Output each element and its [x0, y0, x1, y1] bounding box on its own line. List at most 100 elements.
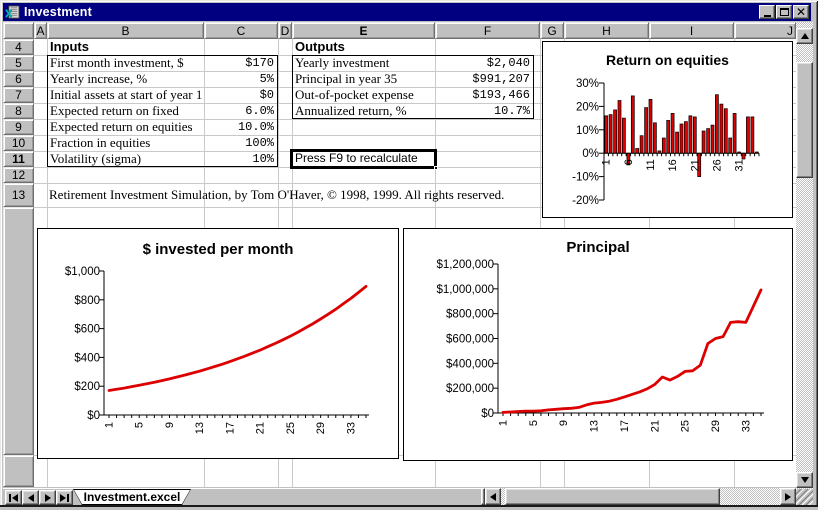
tab-split-handle[interactable]: [481, 488, 485, 505]
inputs-header-cell[interactable]: Inputs: [50, 39, 89, 54]
column-header-g[interactable]: G: [540, 22, 564, 39]
maximize-button[interactable]: [776, 5, 792, 19]
horizontal-scrollbar[interactable]: [485, 488, 796, 505]
row-header-10[interactable]: 10: [3, 135, 34, 151]
output-label: Yearly investment: [295, 55, 390, 70]
horizontal-scroll-thumb[interactable]: [505, 488, 720, 505]
column-header-e[interactable]: E: [292, 22, 435, 39]
row-header-6[interactable]: 6: [3, 71, 34, 87]
svg-text:$1,200,000: $1,200,000: [436, 259, 494, 271]
sheet-grid[interactable]: Inputs First month investment, $ $170 Yea…: [34, 39, 796, 487]
svg-text:29: 29: [315, 422, 327, 434]
column-header-b[interactable]: B: [47, 22, 204, 39]
table-row[interactable]: Expected return on equities 10.0%: [47, 119, 278, 135]
input-value[interactable]: $170: [245, 56, 274, 70]
principal-chart[interactable]: Principal $1,200,000 $1,000,000 $800,000 $6…: [403, 228, 793, 461]
input-label: Initial assets at start of year 1: [50, 87, 203, 102]
active-cell-e11[interactable]: Press F9 to recalculate: [290, 149, 438, 170]
vertical-scroll-thumb[interactable]: [796, 62, 813, 178]
table-row[interactable]: Annualized return, % 10.7%: [292, 103, 534, 119]
input-label: Expected return on fixed: [50, 103, 179, 118]
output-value[interactable]: $991,207: [472, 72, 530, 86]
scroll-up-button[interactable]: [796, 28, 813, 44]
output-value[interactable]: 10.7%: [493, 104, 530, 118]
column-header-f[interactable]: F: [435, 22, 540, 39]
worksheet-icon: [5, 4, 20, 20]
svg-text:10%: 10%: [576, 125, 599, 137]
vertical-scrollbar[interactable]: [796, 22, 813, 489]
svg-text:13: 13: [589, 420, 601, 432]
sheet-tab-investment[interactable]: Investment.excel: [73, 489, 191, 505]
svg-text:33: 33: [740, 420, 752, 432]
svg-text:21: 21: [649, 420, 661, 432]
previous-sheet-button[interactable]: [22, 490, 39, 505]
input-value[interactable]: $0: [259, 88, 274, 102]
table-row[interactable]: Fraction in equities 100%: [47, 135, 278, 151]
inputs-table: First month investment, $ $170 Yearly inc…: [47, 55, 278, 167]
close-button[interactable]: ✕: [793, 5, 809, 19]
output-value[interactable]: $2,040: [486, 56, 530, 70]
next-sheet-button[interactable]: [39, 490, 56, 505]
input-value[interactable]: 10%: [252, 152, 274, 166]
column-header-j[interactable]: J: [734, 22, 796, 39]
output-value[interactable]: $193,466: [472, 88, 530, 102]
table-row[interactable]: Volatility (sigma) 10%: [47, 151, 278, 167]
column-header-a[interactable]: A: [34, 22, 47, 39]
row-header-4[interactable]: 4: [3, 39, 34, 55]
return-on-equities-chart[interactable]: Return on equities 30% 20% 10% 0% -10% -20% 1 6…: [542, 41, 793, 218]
row-header-9[interactable]: 9: [3, 119, 34, 135]
sheet-tab-bar: Investment.excel: [3, 488, 481, 505]
svg-text:29: 29: [710, 420, 722, 432]
outputs-header-cell[interactable]: Outputs: [295, 39, 345, 54]
column-header-h[interactable]: H: [564, 22, 649, 39]
input-label: Fraction in equities: [50, 135, 151, 150]
svg-text:1: 1: [104, 422, 116, 428]
row-header-tall[interactable]: [3, 207, 34, 455]
table-row[interactable]: Principal in year 35 $991,207: [292, 71, 534, 87]
output-label: Principal in year 35: [295, 71, 398, 86]
resize-grip[interactable]: [796, 489, 813, 505]
invested-per-month-chart[interactable]: $ invested per month $1,000 $800 $600 $400 $…: [37, 228, 399, 459]
input-value[interactable]: 6.0%: [245, 104, 274, 118]
row-header-7[interactable]: 7: [3, 87, 34, 103]
input-value[interactable]: 10.0%: [237, 120, 274, 134]
row-header-11[interactable]: 11: [3, 151, 34, 167]
table-row[interactable]: Yearly investment $2,040: [292, 55, 534, 71]
table-row[interactable]: First month investment, $ $170: [47, 55, 278, 71]
fill-handle[interactable]: [434, 166, 438, 170]
chart-title: Principal: [566, 239, 630, 256]
row-header-bottom[interactable]: [3, 455, 34, 487]
select-all-corner[interactable]: [3, 22, 34, 39]
table-row[interactable]: Initial assets at start of year 1 $0: [47, 87, 278, 103]
svg-text:21: 21: [689, 159, 701, 171]
last-sheet-button[interactable]: [56, 490, 73, 505]
row-header-8[interactable]: 8: [3, 103, 34, 119]
scroll-right-button[interactable]: [780, 488, 796, 505]
arrow-up-icon: [800, 33, 809, 39]
row-header-5[interactable]: 5: [3, 55, 34, 71]
bar-plot: 30%20%10%0%-10%-20%1 6 11 16 21 26 31: [572, 78, 760, 207]
column-header-c[interactable]: C: [204, 22, 278, 39]
input-value[interactable]: 100%: [245, 136, 274, 150]
table-row[interactable]: Yearly increase, % 5%: [47, 71, 278, 87]
table-row[interactable]: Expected return on fixed 6.0%: [47, 103, 278, 119]
row-header-13[interactable]: 13: [3, 183, 34, 207]
scroll-down-button[interactable]: [796, 472, 813, 488]
row-header-12[interactable]: 12: [3, 167, 34, 183]
minimize-button[interactable]: [759, 5, 775, 19]
svg-text:1: 1: [498, 420, 510, 426]
column-header-i[interactable]: I: [649, 22, 734, 39]
table-row[interactable]: Out-of-pocket expense $193,466: [292, 87, 534, 103]
svg-text:26: 26: [711, 159, 723, 171]
column-header-d[interactable]: D: [278, 22, 292, 39]
chart-title: Return on equities: [606, 52, 729, 68]
scroll-left-button[interactable]: [485, 488, 501, 505]
svg-text:13: 13: [194, 422, 206, 434]
svg-text:1: 1: [601, 159, 613, 165]
svg-text:31: 31: [734, 159, 746, 171]
title-bar[interactable]: Investment ✕: [3, 3, 811, 21]
first-sheet-button[interactable]: [5, 490, 22, 505]
input-value[interactable]: 5%: [259, 72, 274, 86]
arrow-left-icon: [490, 492, 496, 501]
outputs-table: Yearly investment $2,040 Principal in yea…: [292, 55, 534, 119]
